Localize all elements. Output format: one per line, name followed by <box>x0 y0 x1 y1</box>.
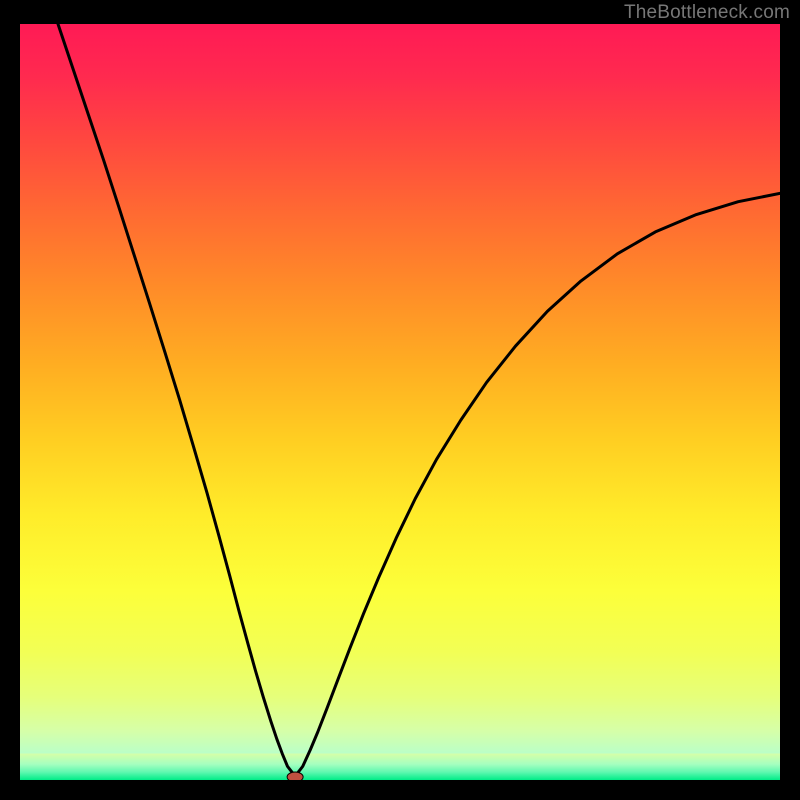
marker-dot <box>287 772 303 780</box>
green-band <box>20 754 780 780</box>
plot-area <box>20 24 780 780</box>
chart-svg <box>20 24 780 780</box>
chart-root: TheBottleneck.com <box>0 0 800 800</box>
watermark-label: TheBottleneck.com <box>624 2 790 24</box>
gradient-background <box>20 24 780 780</box>
